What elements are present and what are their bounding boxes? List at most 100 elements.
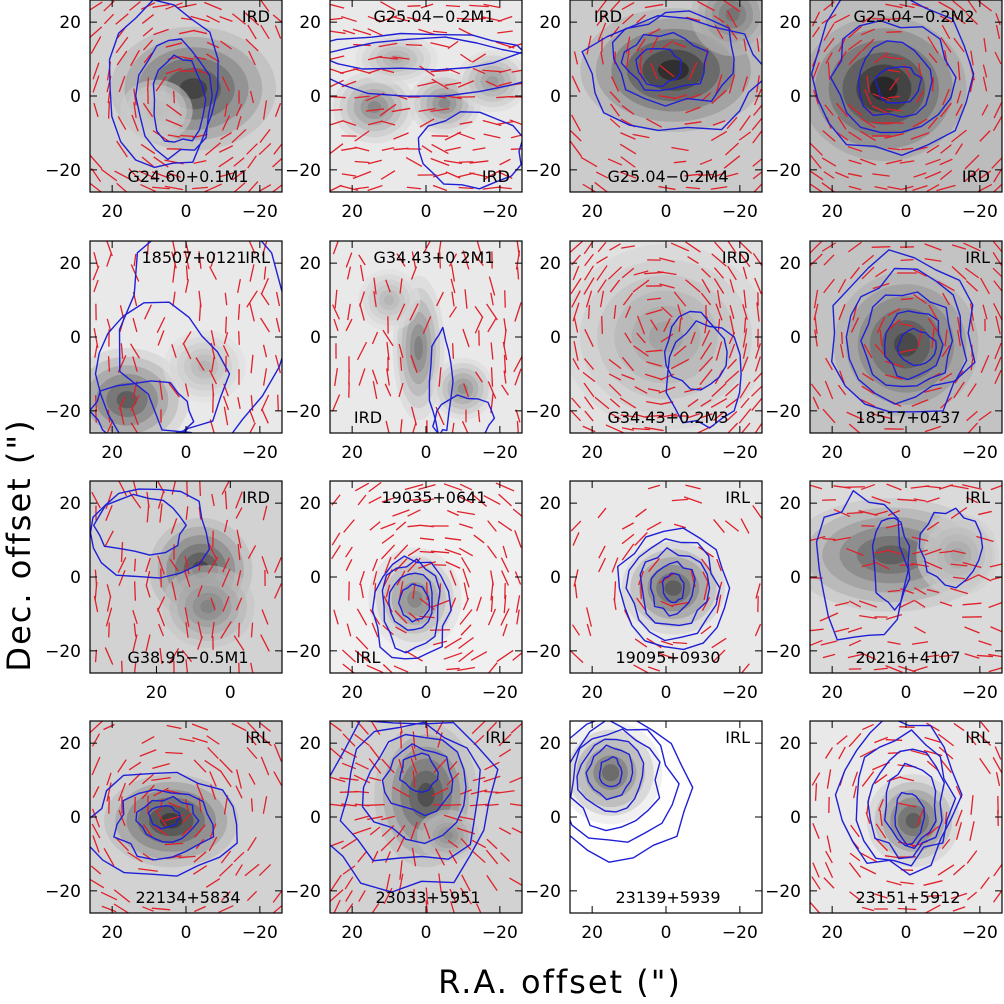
x-tick-label: 0 [225, 683, 236, 703]
polarization-vector [940, 102, 952, 118]
polarization-vector [247, 24, 257, 40]
polarization-vector [950, 892, 968, 900]
polarization-vector [223, 406, 229, 426]
polarization-vector [90, 878, 105, 889]
polarization-vector [155, 76, 167, 92]
polarization-vector [940, 758, 952, 774]
polarization-vector [449, 570, 457, 586]
polarization-vector [192, 865, 208, 875]
polarization-vector [964, 573, 980, 583]
polarization-vector [976, 535, 994, 543]
polarization-vector [992, 252, 1002, 268]
polarization-vector [952, 864, 966, 876]
polarization-vector [142, 773, 154, 785]
polarization-vector [923, 560, 943, 570]
polarization-vector [260, 756, 270, 776]
polarization-vector [261, 556, 269, 574]
polarization-vector [142, 27, 154, 37]
polarization-vector [399, 419, 403, 433]
polarization-vector [101, 905, 117, 913]
polarization-vector [495, 790, 515, 794]
polarization-vector [833, 536, 851, 542]
polarization-vector [208, 836, 218, 852]
polarization-vector [447, 839, 459, 849]
polarization-vector [937, 733, 955, 747]
polarization-vector [979, 277, 991, 295]
polarization-vector [368, 776, 382, 782]
polarization-vector [171, 344, 177, 358]
polarization-vector [368, 68, 382, 74]
polarization-vector [684, 173, 702, 177]
polarization-vector [152, 186, 170, 190]
polarization-vector [673, 345, 687, 357]
polarization-vector [916, 90, 924, 104]
polarization-vector [988, 653, 1002, 658]
polarization-vector [355, 636, 369, 650]
polarization-vector [885, 374, 903, 380]
x-tick-label: −20 [482, 202, 518, 222]
polarization-vector [834, 14, 850, 24]
polarization-vector [914, 600, 926, 608]
contour-line [884, 762, 937, 849]
polarization-vector [939, 654, 953, 658]
polarization-vector [810, 628, 824, 632]
polarization-vector [699, 342, 713, 360]
polarization-vector [848, 185, 862, 191]
polarization-vector [962, 561, 982, 569]
polarization-vector [953, 381, 965, 399]
polarization-vector [258, 864, 272, 876]
polarization-vector [990, 484, 1002, 491]
polarization-vector [988, 667, 1002, 673]
polarization-vector [848, 423, 861, 433]
polarization-vector [354, 146, 370, 152]
polarization-vector [949, 484, 969, 490]
polarization-vector [966, 13, 978, 25]
panel-class-label: IRL [245, 728, 270, 747]
polarization-vector [419, 65, 435, 77]
polarization-vector [632, 133, 650, 139]
polarization-vector [248, 773, 256, 785]
polarization-vector [874, 893, 888, 899]
polarization-vector [341, 838, 357, 850]
polarization-vector [595, 171, 609, 179]
polarization-vector [395, 626, 407, 634]
polarization-vector [621, 105, 635, 115]
y-tick-label: 20 [779, 734, 801, 754]
intensity-level [893, 332, 919, 357]
polarization-vector [810, 484, 823, 490]
polarization-vector [395, 521, 407, 531]
polarization-vector [342, 733, 356, 747]
panel-source-name: G25.04−0.2M1 [373, 7, 494, 26]
polarization-vector [670, 601, 690, 607]
polarization-vector [419, 550, 435, 554]
polarization-vector [928, 52, 938, 64]
polarization-vector [196, 783, 204, 801]
polarization-vector [989, 563, 1002, 568]
polarization-vector [990, 626, 1002, 633]
polarization-vector [926, 588, 940, 594]
polarization-vector [899, 776, 915, 782]
polarization-vector [964, 653, 980, 659]
polarization-vector [396, 836, 406, 852]
polarization-vector [197, 621, 203, 639]
polarization-vector [451, 291, 455, 307]
polarization-vector [646, 521, 662, 531]
polarization-vector [332, 241, 339, 255]
polarization-vector [621, 245, 635, 249]
panel-class-label: IRL [965, 248, 990, 267]
polarization-vector [995, 13, 1001, 25]
polarization-vector [372, 571, 378, 585]
panel-source-name: 20216+4107 [855, 648, 960, 667]
polarization-vector [609, 118, 621, 128]
polarization-vector [738, 131, 752, 141]
x-tick-label: −20 [962, 443, 998, 463]
polarization-vector [235, 769, 243, 789]
contour-line [918, 507, 984, 589]
contour-line [855, 729, 957, 867]
x-tick-label: 20 [341, 683, 363, 703]
polarization-vector [992, 302, 1002, 322]
polarization-vector [461, 557, 471, 573]
panel-source-name: G25.04−0.2M4 [607, 167, 728, 186]
